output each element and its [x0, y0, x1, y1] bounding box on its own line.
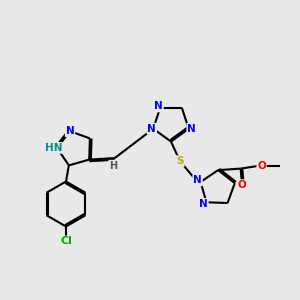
Text: N: N	[154, 101, 163, 112]
Text: N: N	[147, 124, 156, 134]
Text: HN: HN	[45, 143, 63, 153]
Text: N: N	[193, 176, 202, 185]
Text: N: N	[199, 199, 208, 209]
Text: H: H	[109, 160, 117, 171]
Text: S: S	[176, 156, 184, 166]
Text: O: O	[238, 180, 247, 190]
Text: O: O	[257, 160, 266, 171]
Text: N: N	[187, 124, 196, 134]
Text: N: N	[66, 126, 74, 136]
Text: Cl: Cl	[60, 236, 72, 247]
